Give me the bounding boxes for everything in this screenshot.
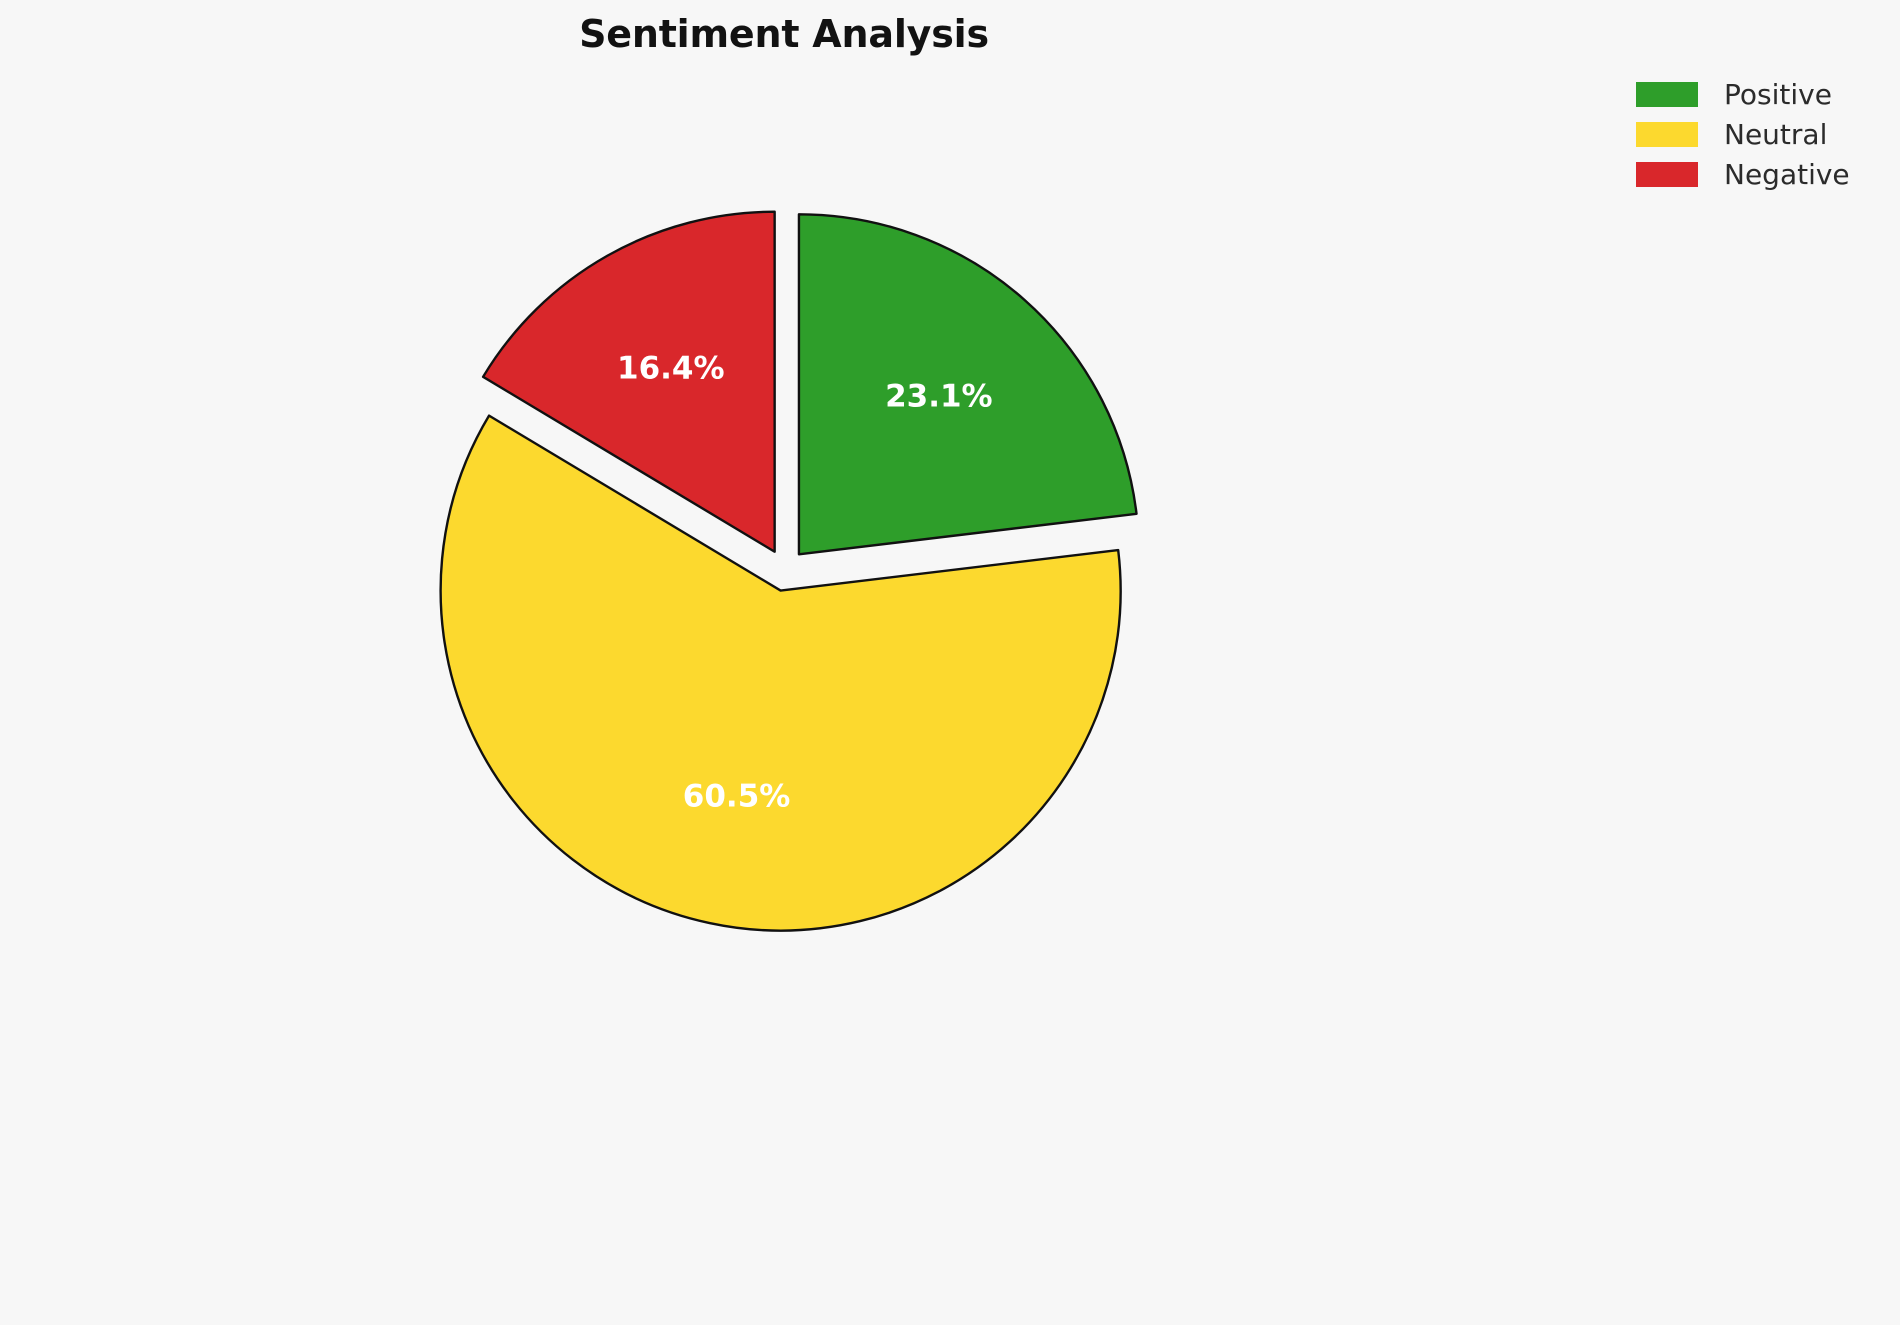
legend-swatch-neutral (1636, 121, 1698, 147)
page-title: Sentiment Analysis (579, 12, 989, 56)
legend-item-negative[interactable]: Negative (1636, 154, 1886, 194)
legend: Positive Neutral Negative (1636, 74, 1886, 194)
legend-item-neutral[interactable]: Neutral (1636, 114, 1886, 154)
legend-swatch-positive (1636, 81, 1698, 107)
pie-slice-positive-wedge[interactable] (797, 213, 1138, 556)
pie-slice-positive[interactable]: 23.1% (797, 213, 1138, 556)
legend-item-positive[interactable]: Positive (1636, 74, 1886, 114)
pie-slice-neutral[interactable]: 60.5% (439, 414, 1122, 932)
pie-slice-positive-label: 23.1% (885, 379, 993, 415)
pie-slice-neutral-wedge[interactable] (439, 414, 1122, 932)
legend-label-neutral: Neutral (1724, 117, 1828, 151)
pie-slice-negative-wedge[interactable] (481, 210, 776, 553)
pie-slice-neutral-label: 60.5% (683, 779, 791, 815)
pie-slice-negative[interactable]: 16.4% (481, 210, 776, 553)
legend-label-positive: Positive (1724, 77, 1832, 111)
pie-slice-negative-label: 16.4% (617, 350, 725, 386)
legend-swatch-negative (1636, 161, 1698, 187)
legend-label-negative: Negative (1724, 157, 1850, 191)
